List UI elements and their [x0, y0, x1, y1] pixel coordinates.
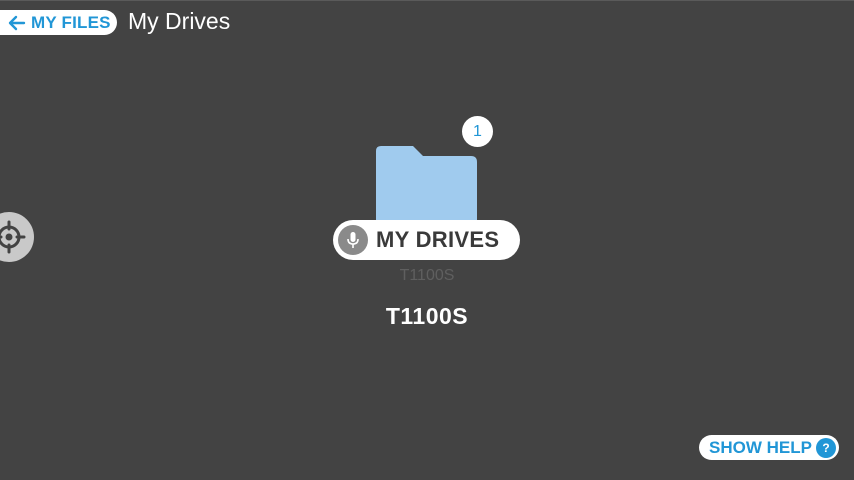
drive-subtitle: T1100S	[399, 267, 455, 284]
top-divider	[0, 0, 854, 1]
arrow-left-icon	[8, 15, 26, 31]
page-title: My Drives	[128, 8, 231, 34]
voice-command-text: MY DRIVES	[376, 227, 500, 252]
crosshair-target-icon[interactable]	[0, 212, 34, 262]
drive-name[interactable]: T1100S	[385, 303, 469, 329]
item-count-badge: 1	[462, 116, 493, 147]
back-to-my-files-button[interactable]: MY FILES	[0, 10, 117, 35]
microphone-icon	[338, 225, 368, 255]
back-button-label: MY FILES	[31, 12, 111, 32]
folder-icon[interactable]	[375, 144, 478, 224]
question-mark-icon: ?	[816, 437, 836, 458]
show-help-button[interactable]: SHOW HELP ?	[699, 435, 839, 460]
show-help-label: SHOW HELP	[709, 437, 812, 457]
voice-command-label[interactable]: MY DRIVES	[333, 220, 520, 260]
